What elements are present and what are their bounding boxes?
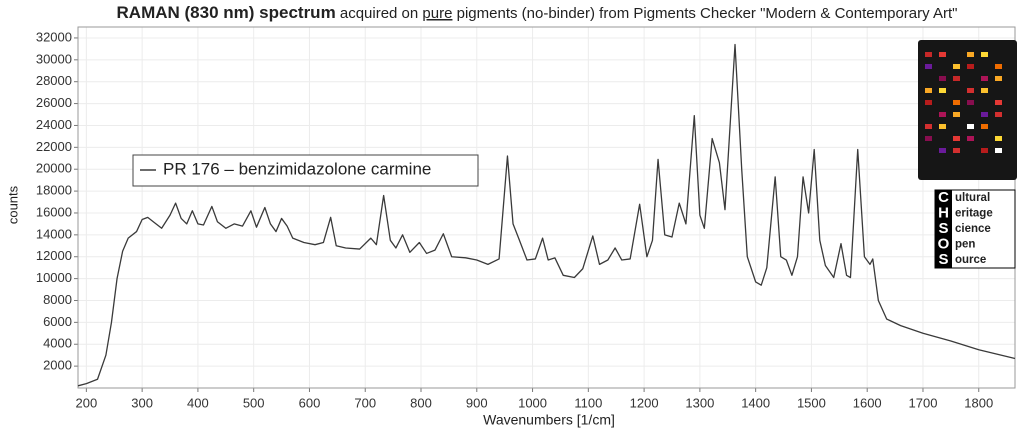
y-tick-label: 26000 [36,95,72,110]
grid [74,27,1015,392]
swatch [939,88,946,93]
legend-box [132,154,479,187]
swatch [925,100,932,105]
swatch [981,148,988,153]
swatch [925,88,932,93]
y-tick-label: 22000 [36,139,72,154]
x-tick-label: 1300 [685,395,714,410]
logo-letter: C [938,189,949,206]
x-axis-label: Wavenumbers [1/cm] [483,412,615,428]
swatch [953,112,960,117]
x-tick-label: 900 [466,395,488,410]
swatch [967,100,974,105]
checker-card [918,40,1017,180]
x-tick-label: 1500 [797,395,826,410]
swatch [925,124,932,129]
logo-letter: H [938,204,949,221]
x-tick-label: 1600 [853,395,882,410]
y-tick-label: 18000 [36,183,72,198]
y-tick-label: 10000 [36,270,72,285]
swatch [939,112,946,117]
y-tick-label: 20000 [36,161,72,176]
y-tick-label: 4000 [43,336,72,351]
swatch [995,136,1002,141]
title-part: pigments (no-binder) from Pigments Check… [452,5,957,22]
swatch [967,88,974,93]
swatch [967,124,974,129]
swatch [995,64,1002,69]
logo-letter: S [938,220,948,237]
swatch [981,112,988,117]
swatch [967,64,974,69]
x-tick-label: 800 [410,395,432,410]
y-axis-label: counts [5,185,20,224]
swatches [925,52,1002,153]
y-tick-label: 28000 [36,73,72,88]
y-tick-label: 30000 [36,51,72,66]
swatch [981,52,988,57]
x-tick-label: 200 [76,395,98,410]
y-tick-label: 32000 [36,29,72,44]
x-tick-label: 1100 [574,395,602,410]
x-tick-label: 1800 [964,395,993,410]
y-tick-label: 8000 [43,292,72,307]
spectrum-line [77,43,1016,387]
swatch [981,124,988,129]
swatch [953,136,960,141]
logo-word: ource [955,254,986,266]
title-part: acquired on [336,5,423,22]
swatch [953,76,960,81]
swatch [995,76,1002,81]
y-tick-label: 16000 [36,204,72,219]
swatch [967,136,974,141]
swatch [939,148,946,153]
x-tick-label: 1400 [741,395,770,410]
swatch [981,88,988,93]
y-tick-label: 2000 [43,358,72,373]
y-tick-label: 14000 [36,226,72,241]
swatch [967,52,974,57]
y-tick-label: 24000 [36,117,72,132]
swatch [981,76,988,81]
x-tick-label: 1000 [518,395,547,410]
logo-word: ultural [955,192,990,204]
legend: PR 176 – benzimidazolone carmine [132,154,479,187]
x-tick-label: 1700 [909,395,938,410]
x-tick-label: 700 [354,395,376,410]
swatch [939,76,946,81]
title-underlined: pure [422,5,452,22]
swatch [953,148,960,153]
swatch [939,124,946,129]
logo-letter: O [938,235,950,252]
logo-letter: S [938,251,948,268]
logo-word: pen [955,239,975,251]
swatch [925,64,932,69]
swatch [953,100,960,105]
x-tick-label: 600 [299,395,321,410]
swatch [995,148,1002,153]
swatch [925,52,932,57]
swatch [925,136,932,141]
x-tick-label: 300 [131,395,153,410]
swatch [995,100,1002,105]
chart-title: RAMAN (830 nm) spectrum acquired on pure… [117,3,958,22]
y-tick-label: 6000 [43,314,72,329]
checker-image [918,40,1017,180]
x-tick-label: 500 [243,395,265,410]
swatch [953,64,960,69]
swatch [995,112,1002,117]
marks [77,43,1016,387]
swatch [939,52,946,57]
x-tick-label: 1200 [630,395,659,410]
plot-frame [77,26,1016,389]
legend-label: PR 176 – benzimidazolone carmine [163,159,431,178]
y-tick-label: 12000 [36,248,72,263]
logo-bar [935,190,952,268]
title-bold: RAMAN (830 nm) spectrum [117,3,336,22]
logo-word: cience [955,223,991,235]
x-tick-label: 400 [187,395,209,410]
logo-word: eritage [955,208,993,220]
